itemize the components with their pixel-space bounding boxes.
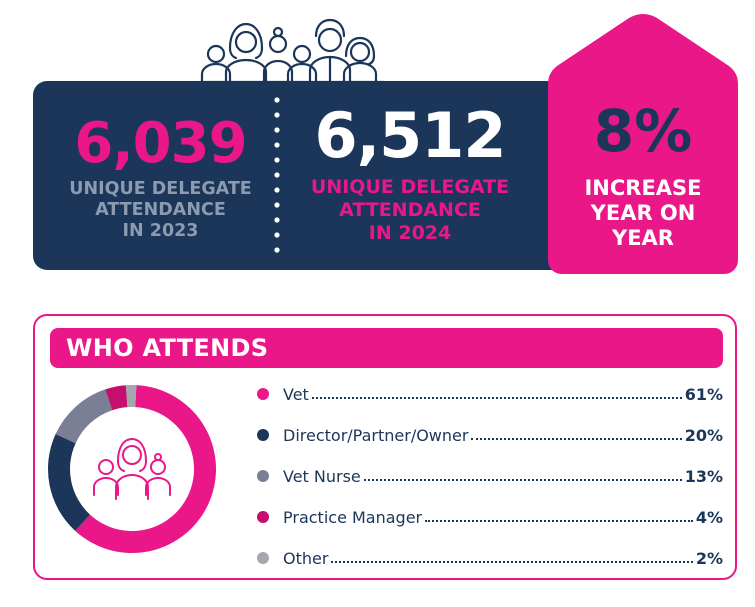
people-group-icon [198,18,386,84]
donut-slice-vet-nurse [55,389,113,444]
legend-dot-icon [257,552,269,564]
legend-label: Vet Nurse [283,466,361,486]
legend-row: Vet 61% [253,382,723,406]
attendance-2023-number: 6,039 [74,111,247,176]
legend-row: Other 2% [253,546,723,570]
who-attends-panel [33,314,737,580]
attendee-donut-chart [48,385,216,553]
donut-slice-vet [75,385,216,553]
legend-percent: 4% [695,507,723,527]
stat-2023: 6,039 UNIQUE DELEGATE ATTENDANCE IN 2023 [58,112,263,242]
label-line: YEAR [612,226,674,250]
stats-panel [33,81,568,270]
label-line: IN 2024 [368,222,452,244]
attendance-2024-number: 6,512 [314,99,506,172]
legend-leader-dots [331,561,693,563]
label-line: UNIQUE DELEGATE [69,179,252,199]
donut-slice-other [125,385,137,408]
attendance-2024-label: UNIQUE DELEGATE ATTENDANCE IN 2024 [290,176,530,245]
legend-label: Other [283,548,329,568]
legend-row: Practice Manager 4% [253,505,723,529]
legend-dot-icon [257,470,269,482]
increase-label: INCREASE YEAR ON YEAR [548,176,738,251]
label-line: YEAR ON [590,201,696,225]
legend-dot-icon [257,388,269,400]
increase-percent: 8% [593,97,693,165]
label-line: INCREASE [584,176,702,200]
label-line: IN 2023 [122,221,199,241]
legend-percent: 13% [684,466,723,486]
label-line: ATTENDANCE [339,199,481,221]
increase-card [548,14,738,274]
dotted-divider [274,97,280,253]
legend-dot-icon [257,511,269,523]
legend-leader-dots [425,520,693,522]
label-line: ATTENDANCE [95,200,226,220]
legend-percent: 61% [684,384,723,404]
legend-label: Vet [283,384,309,404]
legend-label: Director/Partner/Owner [283,425,469,445]
attendance-2023-label: UNIQUE DELEGATE ATTENDANCE IN 2023 [58,179,263,242]
donut-slice-practice-manager [105,385,128,411]
who-attends-header [50,328,723,368]
legend-row: Vet Nurse 13% [253,464,723,488]
legend-leader-dots [311,397,682,399]
people-center-icon [93,438,171,500]
stat-2024: 6,512 UNIQUE DELEGATE ATTENDANCE IN 2024 [290,100,530,245]
legend-row: Director/Partner/Owner 20% [253,423,723,447]
who-attends-title: WHO ATTENDS [66,334,269,362]
legend-percent: 2% [695,548,723,568]
donut-slice-director-partner-owner [48,434,91,531]
legend-label: Practice Manager [283,507,423,527]
legend-leader-dots [471,438,682,440]
legend-percent: 20% [684,425,723,445]
legend-leader-dots [363,479,682,481]
legend-dot-icon [257,429,269,441]
label-line: UNIQUE DELEGATE [310,176,510,198]
